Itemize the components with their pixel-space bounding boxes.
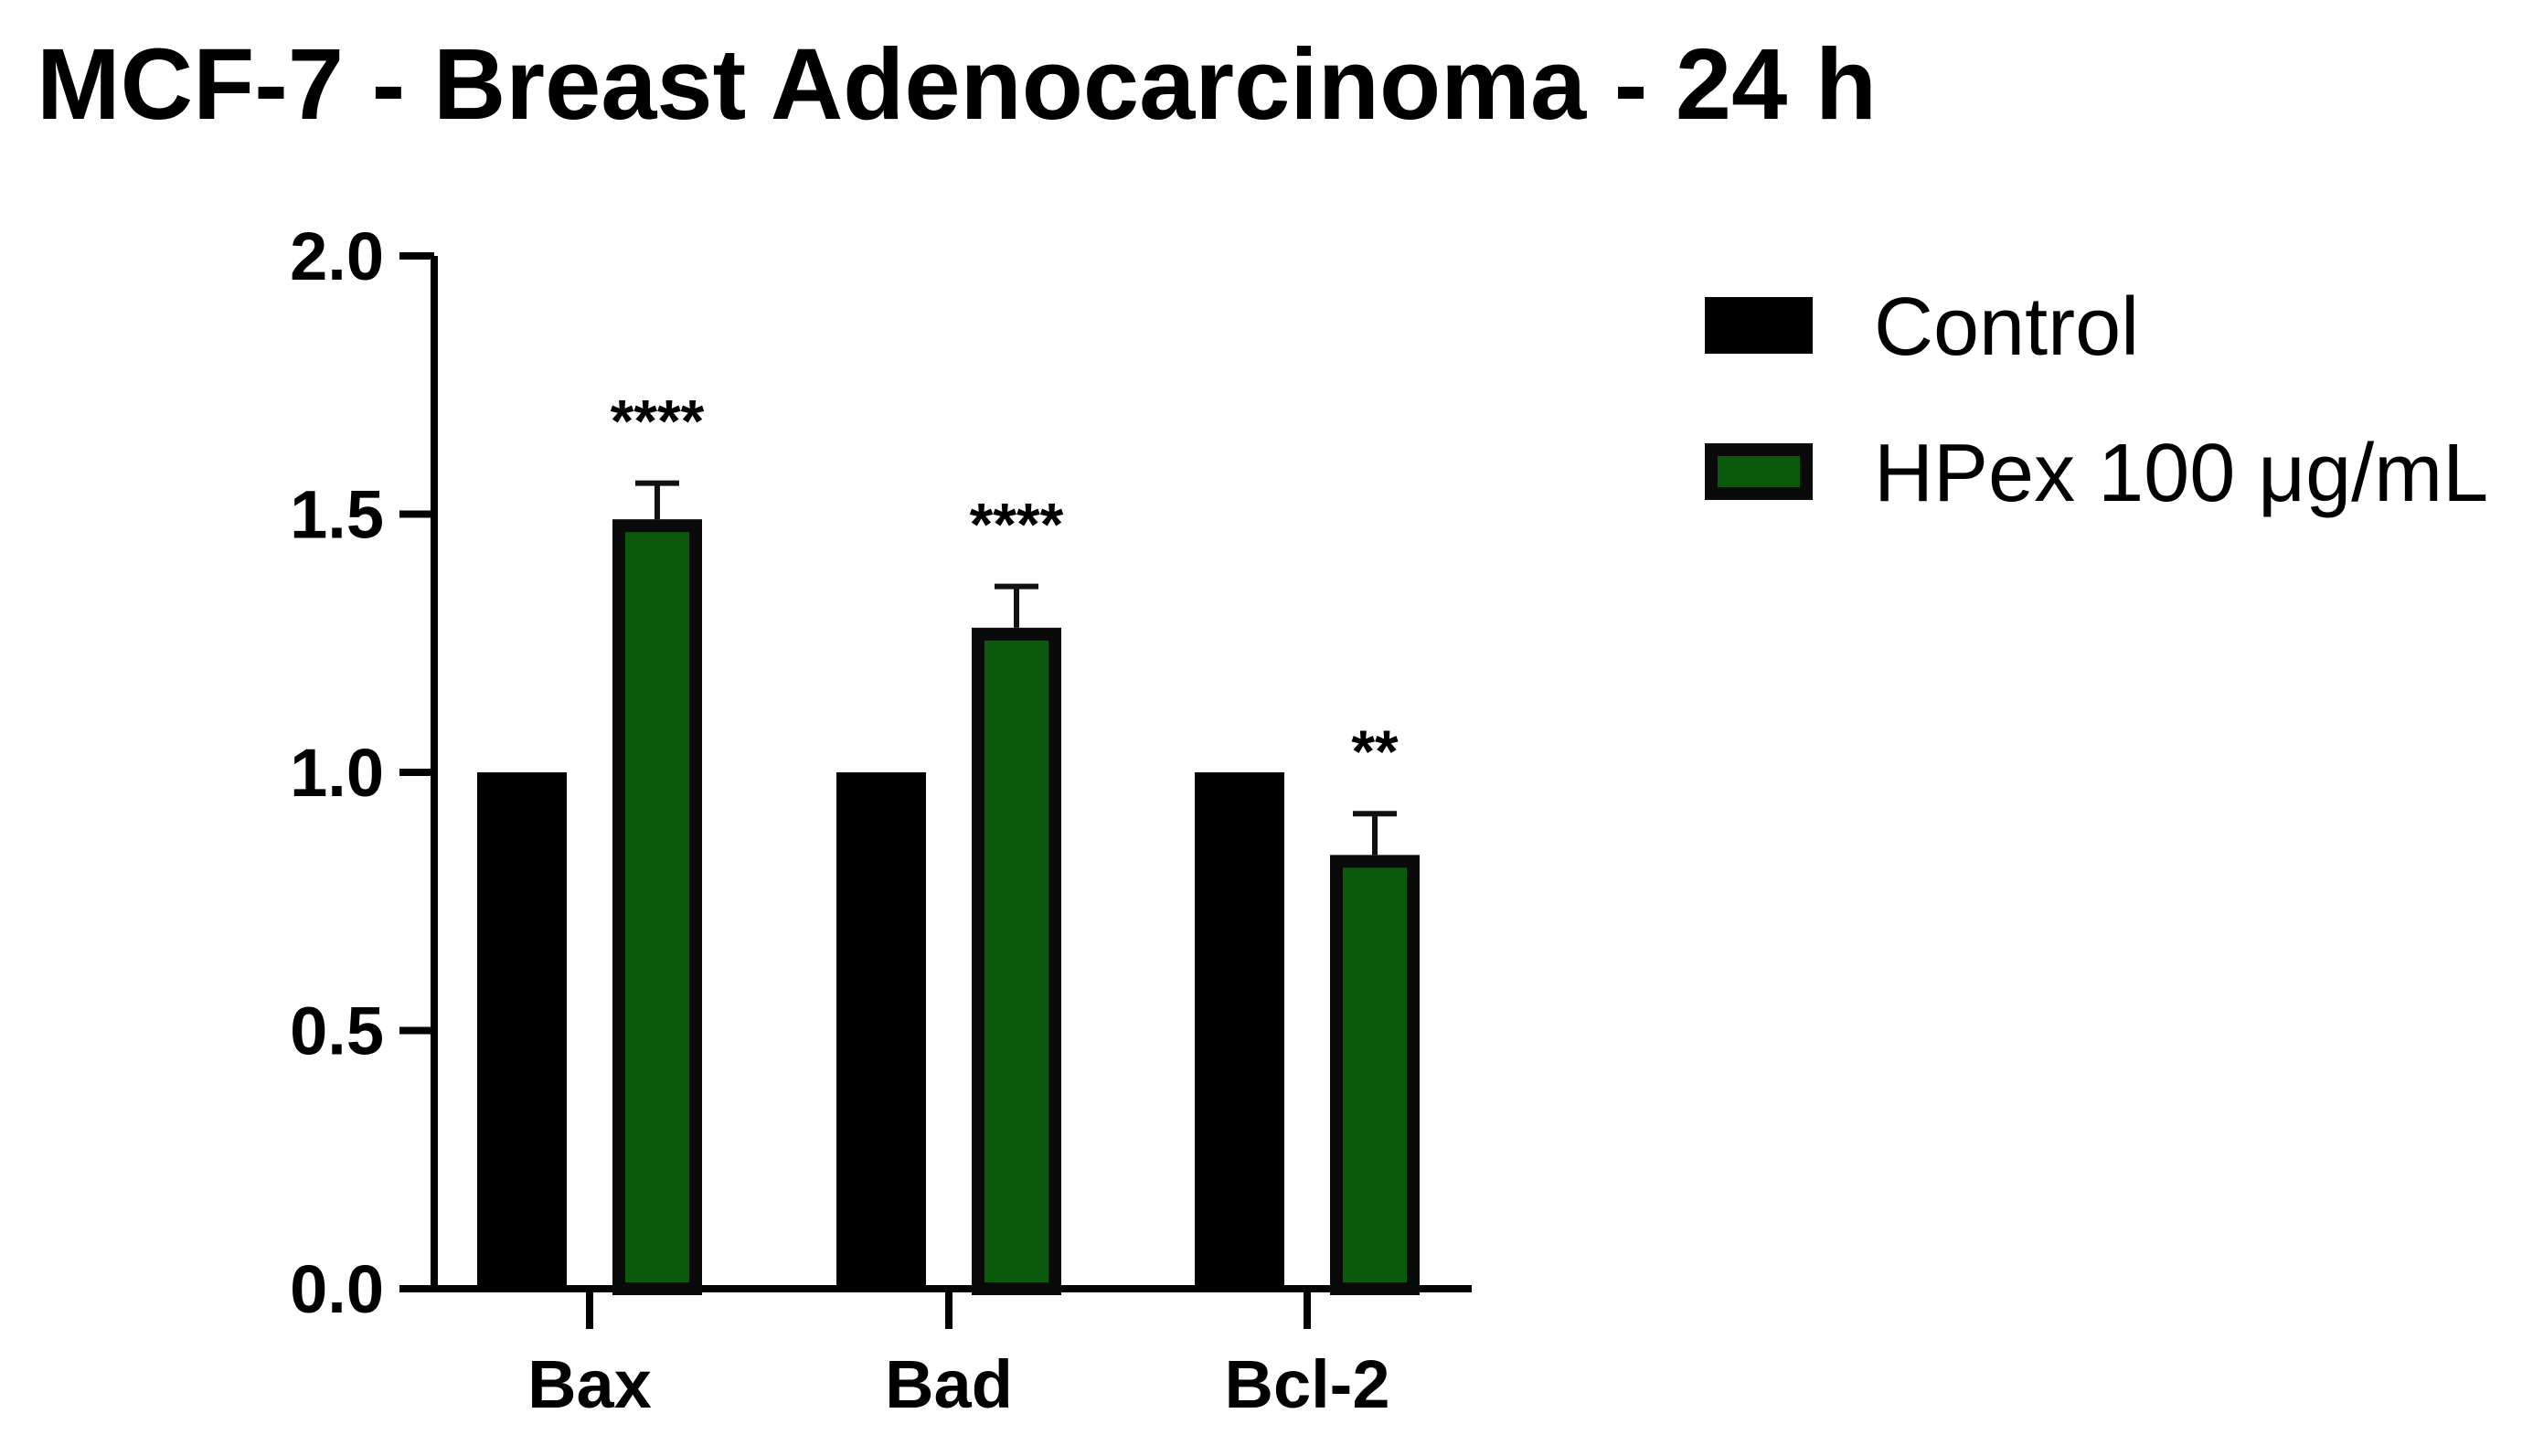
significance-label: **** — [611, 388, 705, 455]
x-tick-label: Bax — [527, 1346, 652, 1422]
y-tick-label: 2.0 — [290, 218, 384, 294]
significance-labels: ********** — [611, 388, 1399, 786]
y-tick-label: 0.0 — [290, 1251, 384, 1327]
bar-hpex — [1330, 855, 1420, 1296]
significance-label: ** — [1351, 717, 1399, 785]
error-bars — [635, 480, 1397, 856]
bar-control — [836, 772, 926, 1289]
x-tick-label: Bcl-2 — [1225, 1346, 1390, 1422]
y-tick-label: 0.5 — [290, 994, 384, 1069]
legend-swatch-hpex — [1705, 443, 1813, 500]
y-tick-label: 1.5 — [290, 477, 384, 553]
axes: 0.0 0.5 1.0 1.5 2.0 Bax Bad Bcl-2 — [290, 218, 1472, 1422]
bar-control — [1195, 772, 1284, 1289]
chart-title: MCF-7 - Breast Adenocarcinoma - 24 h — [37, 28, 1877, 141]
bars — [477, 519, 1420, 1296]
legend: Control HPex 100 μg/mL — [1705, 282, 2488, 519]
legend-label: HPex 100 μg/mL — [1874, 428, 2488, 519]
bar-control — [477, 772, 567, 1289]
x-tick-label: Bad — [885, 1346, 1013, 1422]
legend-label: Control — [1874, 282, 2139, 373]
bar-hpex — [612, 519, 702, 1295]
legend-swatch-control — [1705, 297, 1813, 354]
significance-label: **** — [970, 491, 1064, 558]
bar-hpex — [972, 627, 1061, 1295]
y-tick-label: 1.0 — [290, 735, 384, 811]
